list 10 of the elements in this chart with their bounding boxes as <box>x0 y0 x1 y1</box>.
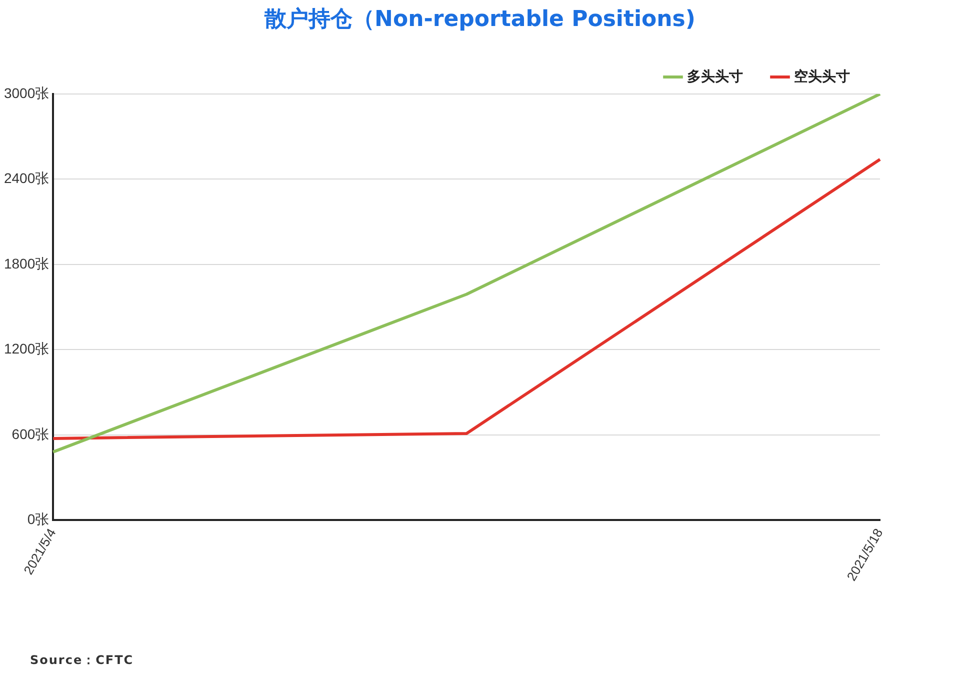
y-tick-label: 600张 <box>12 426 50 442</box>
legend-label: 空头头寸 <box>794 68 850 84</box>
legend-label: 多头头寸 <box>687 68 743 84</box>
chart-title: 散户持仓（Non-reportable Positions) <box>263 6 696 34</box>
y-tick-label: 3000张 <box>4 84 50 101</box>
y-tick-label: 2400张 <box>4 170 50 186</box>
y-tick-label: 1200张 <box>4 340 50 357</box>
y-tick-label: 1800张 <box>4 255 50 272</box>
y-tick-label: 0张 <box>27 510 50 527</box>
source-note: Source：CFTC <box>30 652 134 669</box>
